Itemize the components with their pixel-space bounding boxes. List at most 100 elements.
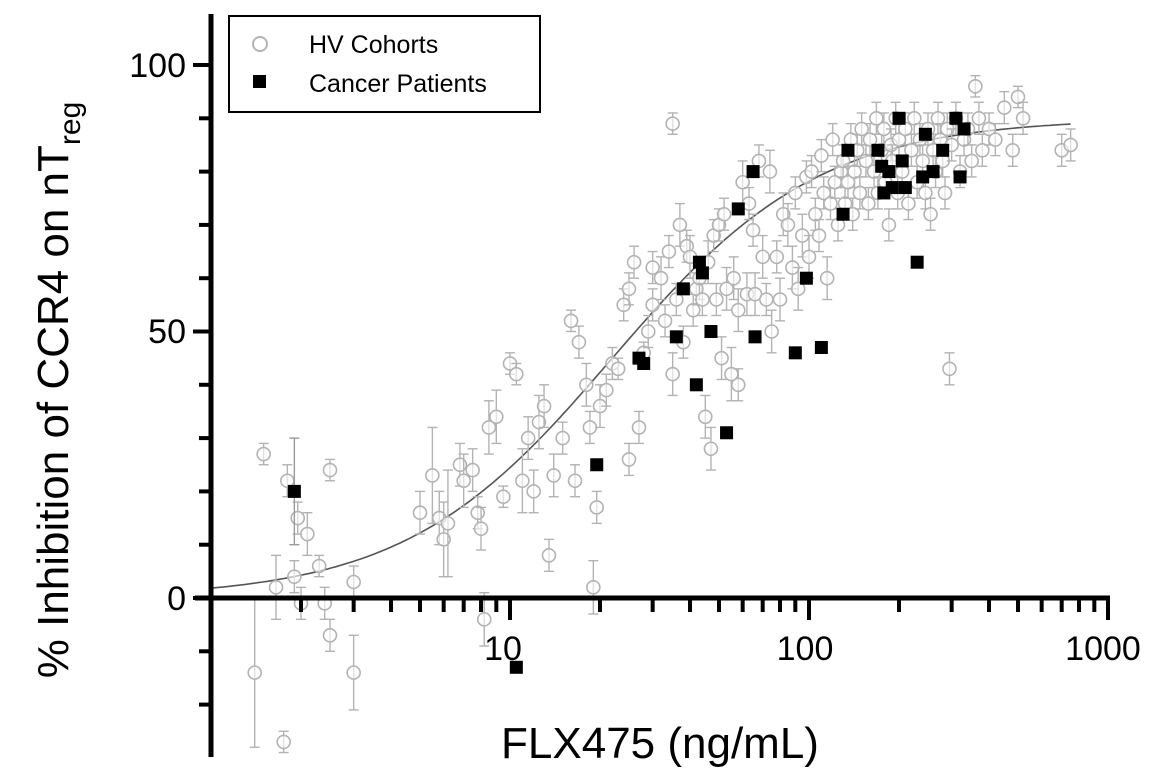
cancer-marker [885,181,899,195]
cancer-data-point [949,111,963,125]
hv-data-point [665,112,680,135]
hv-data-point [657,304,673,338]
y-axis-title-group: % Inhibition of CCR4 on nTreg [29,102,87,679]
hv-marker [599,382,614,398]
hv-data-point [745,213,761,247]
hv-marker [567,473,583,489]
x-axis-ticks [299,598,1110,620]
legend-hv-marker [252,36,268,52]
hv-marker [698,409,713,425]
hv-marker [854,121,869,137]
hv-data-point [672,202,688,247]
hv-data-point [509,362,524,386]
cancer-data-point [841,143,855,157]
hv-marker [672,217,688,233]
hv-data-point [814,138,829,173]
hv-data-point [481,400,497,455]
hv-marker [997,100,1012,115]
hv-data-point [907,101,922,135]
hv-data-point [599,373,614,407]
hv-data-point [665,352,680,397]
cancer-data-point [882,165,896,179]
cancer-marker [637,356,651,370]
hv-data-point [541,538,557,573]
hv-data-point [311,554,327,578]
hv-data-point [621,442,637,477]
hv-marker [476,612,492,627]
hv-marker [730,302,746,318]
hv-marker [473,521,489,537]
y-axis-title-subscript: reg [54,102,87,145]
hv-marker [714,350,729,366]
hv-marker [436,532,451,547]
hv-data-point [473,506,489,551]
hv-data-point [645,250,660,285]
hv-marker [942,361,957,377]
hv-marker [456,473,471,489]
hv-data-point [724,346,739,402]
hv-data-point [526,469,541,514]
hv-data-point [869,101,884,135]
y-tick-label: 0 [167,580,186,618]
hv-data-point [496,485,511,509]
cancer-data-point [509,660,523,674]
cancer-data-point [895,154,909,168]
cancer-marker [957,122,971,136]
hv-data-point [714,336,729,381]
hv-data-point [661,234,677,269]
hv-data-point [1063,128,1078,162]
cancer-marker [910,255,924,269]
x-tick-label: 100 [777,630,834,668]
cancer-data-point [910,255,924,269]
cancer-data-point [692,255,706,269]
hv-marker [847,164,862,179]
hv-data-point [586,559,601,615]
hv-marker [555,430,570,446]
cancer-data-point [836,207,850,221]
hv-marker [901,196,916,211]
hv-marker [582,420,598,435]
hv-data-point [788,176,803,210]
hv-data-point [287,559,302,594]
cancer-marker [836,207,850,221]
cancer-data-point [676,282,690,296]
hv-marker [819,270,835,286]
hv-marker [730,377,746,393]
hv-marker [665,116,680,131]
hv-marker [762,164,778,179]
cancer-marker [731,202,745,216]
cancer-marker [814,340,828,354]
legend-cancer-marker [253,75,266,88]
hv-marker [425,468,440,483]
hv-data-point [726,256,742,301]
cancer-data-point [788,346,802,360]
hv-data-point [653,256,669,301]
hv-marker [975,142,990,158]
cancer-data-point [720,426,734,440]
hv-data-point [436,501,451,578]
hv-marker [346,574,361,590]
hv-data-point [610,357,626,381]
cancer-marker [799,271,813,285]
cancer-marker [882,165,896,179]
hv-data-point [631,410,647,445]
cancer-marker [936,143,950,157]
hv-data-point [520,416,536,461]
hv-marker [862,132,878,147]
cancer-data-point [926,165,940,179]
hv-marker [661,244,677,259]
hv-marker [465,462,480,478]
hv-marker [811,228,827,243]
hv-marker [703,441,719,457]
hv-marker [964,153,979,169]
hv-data-point [589,490,605,525]
cancer-data-point [814,340,828,354]
hv-data-point [755,234,770,279]
hv-data-point [515,448,530,514]
hv-data-point [971,101,987,135]
cancer-marker [871,143,885,157]
hv-marker [496,489,511,505]
hv-marker [1005,142,1020,158]
hv-marker [610,361,626,377]
